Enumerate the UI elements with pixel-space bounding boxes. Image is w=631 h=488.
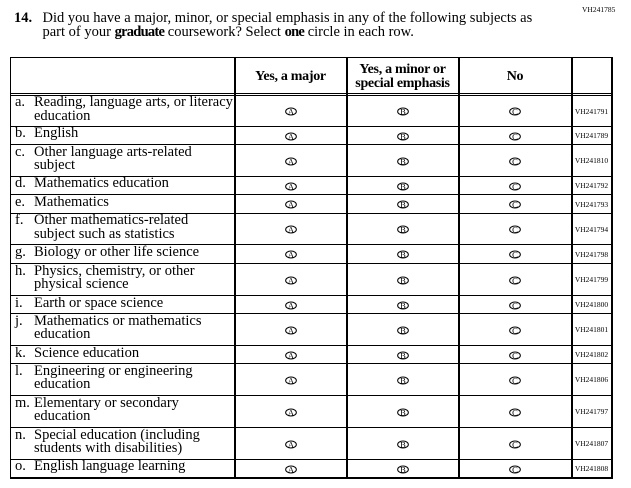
- svg-text:C: C: [512, 408, 518, 417]
- svg-text:A: A: [287, 276, 294, 285]
- svg-text:B: B: [400, 182, 406, 191]
- svg-text:C: C: [512, 250, 518, 259]
- svg-text:B: B: [400, 408, 406, 417]
- svg-text:C: C: [512, 132, 518, 141]
- svg-text:B: B: [400, 301, 406, 310]
- svg-text:A: A: [287, 326, 294, 335]
- svg-text:A: A: [287, 225, 294, 234]
- svg-text:C: C: [512, 276, 518, 285]
- svg-text:A: A: [287, 440, 294, 449]
- svg-text:C: C: [512, 326, 518, 335]
- svg-text:B: B: [400, 465, 406, 474]
- svg-text:C: C: [512, 157, 518, 166]
- svg-text:B: B: [400, 200, 406, 209]
- svg-text:C: C: [512, 301, 518, 310]
- svg-text:C: C: [512, 465, 518, 474]
- svg-text:A: A: [287, 182, 294, 191]
- svg-text:A: A: [287, 132, 294, 141]
- svg-text:A: A: [287, 200, 294, 209]
- svg-text:A: A: [287, 250, 294, 259]
- svg-text:B: B: [400, 276, 406, 285]
- svg-text:A: A: [287, 351, 294, 360]
- svg-text:C: C: [512, 351, 518, 360]
- svg-text:A: A: [287, 408, 294, 417]
- svg-text:B: B: [400, 440, 406, 449]
- svg-text:A: A: [287, 465, 294, 474]
- svg-text:C: C: [512, 376, 518, 385]
- svg-text:A: A: [287, 157, 294, 166]
- svg-text:A: A: [287, 301, 294, 310]
- svg-text:B: B: [400, 250, 406, 259]
- svg-text:B: B: [400, 107, 406, 116]
- svg-text:C: C: [512, 225, 518, 234]
- svg-text:B: B: [400, 351, 406, 360]
- svg-text:B: B: [400, 376, 406, 385]
- svg-text:A: A: [287, 376, 294, 385]
- svg-text:C: C: [512, 200, 518, 209]
- svg-text:A: A: [287, 107, 294, 116]
- svg-text:B: B: [400, 132, 406, 141]
- svg-text:C: C: [512, 440, 518, 449]
- svg-text:C: C: [512, 107, 518, 116]
- svg-text:B: B: [400, 225, 406, 234]
- svg-text:B: B: [400, 157, 406, 166]
- svg-text:C: C: [512, 182, 518, 191]
- svg-text:B: B: [400, 326, 406, 335]
